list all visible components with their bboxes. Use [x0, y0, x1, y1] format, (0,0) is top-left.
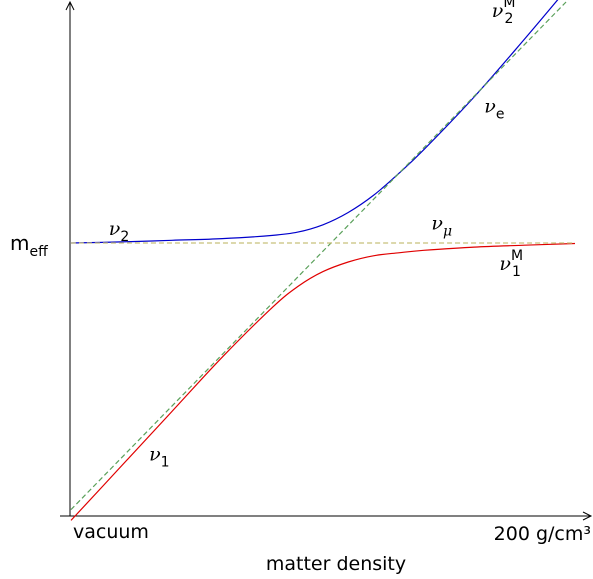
x-tick-label-vacuum: vacuum — [73, 521, 149, 543]
series-line-nue — [70, 0, 569, 511]
y-axis-arrowhead — [65, 0, 75, 11]
axes — [60, 0, 593, 521]
x-tick-label-max: 200 g/cm³ — [494, 523, 591, 545]
x-axis-label: matter density — [266, 553, 406, 575]
y-axis-label: meff — [10, 231, 48, 260]
label-nue_label: νe — [484, 95, 504, 122]
label-numu_label: νμ — [431, 212, 452, 239]
label-nu2M_label: νM 2 — [492, 0, 516, 27]
annotation-layer: ν2 ν1 νe νμ νM 2 νM 1 — [109, 0, 523, 471]
x-axis-arrowhead — [582, 511, 593, 521]
series-layer — [70, 0, 576, 521]
label-nu1: ν1 — [149, 444, 169, 471]
series-line-nu1M — [70, 242, 576, 521]
label-nu1M_label: νM 1 — [499, 248, 523, 280]
label-nu2: ν2 — [109, 218, 129, 245]
